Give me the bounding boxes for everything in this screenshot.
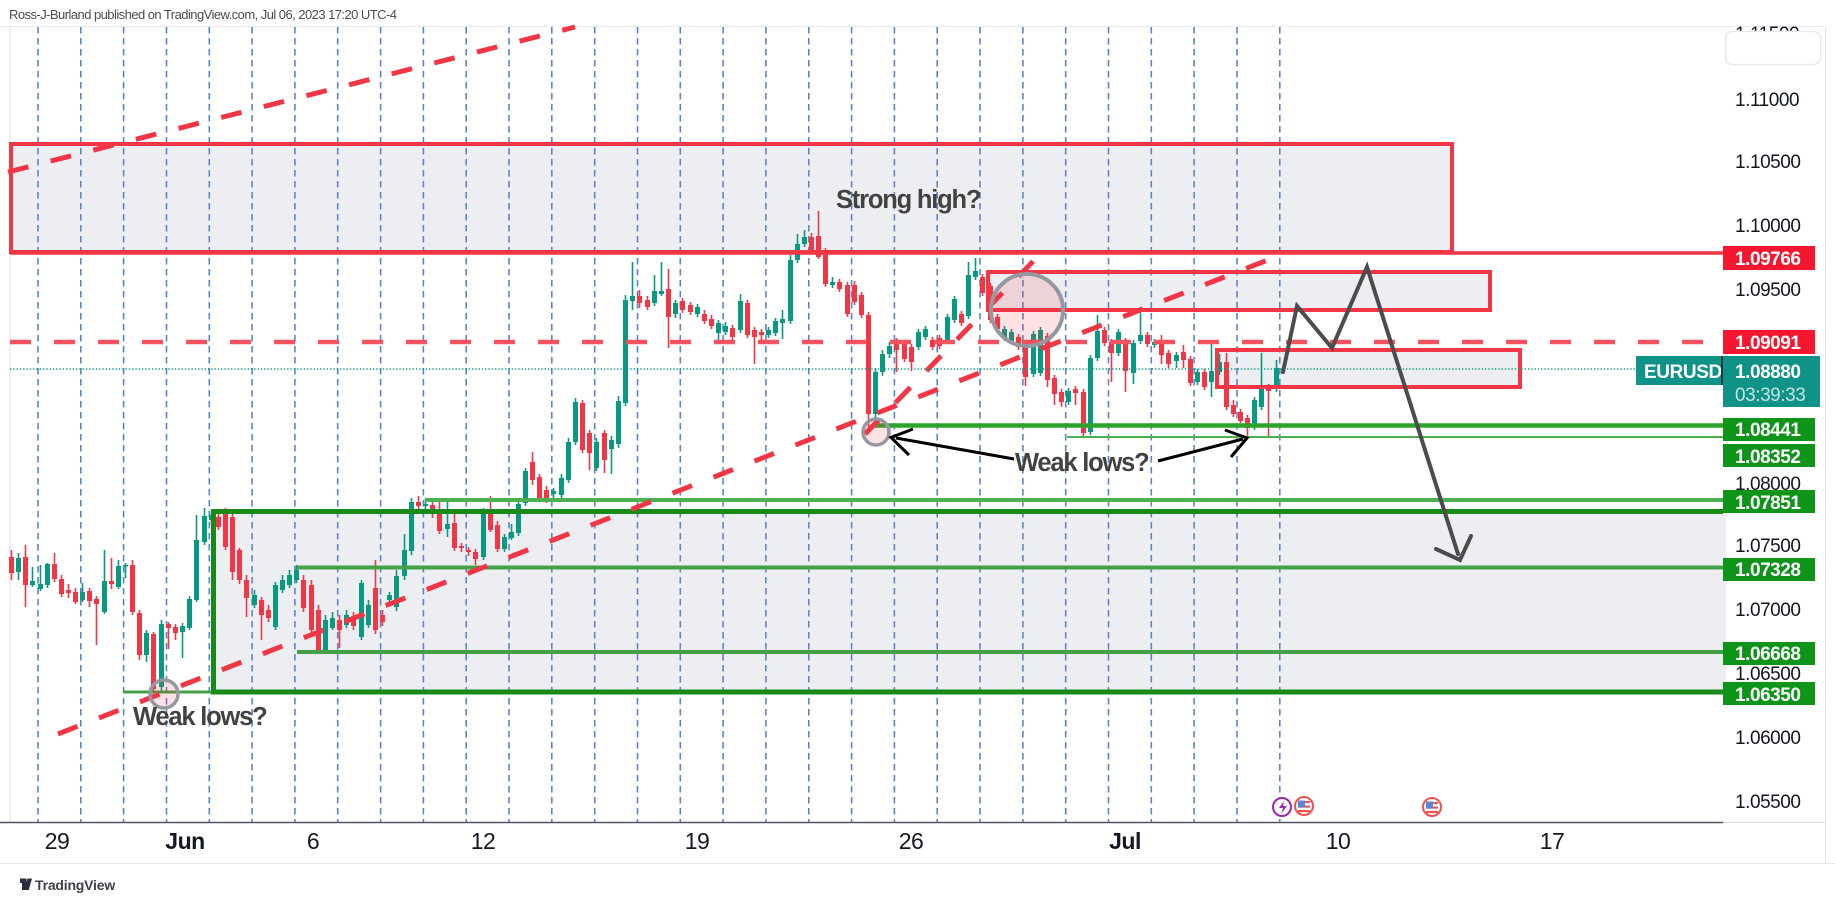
- svg-text:1.11000: 1.11000: [1735, 90, 1799, 111]
- svg-text:1.08352: 1.08352: [1735, 447, 1801, 468]
- svg-text:1.05500: 1.05500: [1735, 792, 1801, 813]
- svg-text:1.10000: 1.10000: [1735, 216, 1801, 237]
- svg-text:1.08000: 1.08000: [1735, 474, 1801, 495]
- svg-text:1.06000: 1.06000: [1735, 728, 1801, 749]
- svg-text:Weak lows?: Weak lows?: [133, 703, 267, 731]
- svg-text:29: 29: [45, 828, 70, 854]
- svg-text:1.10500: 1.10500: [1735, 152, 1801, 173]
- svg-text:1.08441: 1.08441: [1735, 420, 1801, 441]
- svg-text:Jun: Jun: [165, 828, 204, 854]
- svg-text:6: 6: [307, 828, 319, 854]
- svg-text:10: 10: [1326, 828, 1351, 854]
- svg-text:1.08880: 1.08880: [1735, 362, 1801, 383]
- svg-text:1.07851: 1.07851: [1735, 493, 1801, 514]
- svg-text:19: 19: [685, 828, 710, 854]
- svg-text:03:39:33: 03:39:33: [1735, 385, 1805, 406]
- svg-text:1.09091: 1.09091: [1735, 333, 1801, 354]
- svg-text:Ross-J-Burland published on Tr: Ross-J-Burland published on TradingView.…: [9, 7, 397, 22]
- svg-text:26: 26: [899, 828, 924, 854]
- svg-text:1.07500: 1.07500: [1735, 536, 1801, 557]
- svg-text:1.07328: 1.07328: [1735, 560, 1801, 581]
- svg-text:Weak lows?: Weak lows?: [1015, 449, 1149, 477]
- svg-text:1.06500: 1.06500: [1735, 664, 1801, 685]
- svg-text:Jul: Jul: [1109, 828, 1141, 854]
- svg-text:1.09766: 1.09766: [1735, 249, 1801, 270]
- svg-text:1.09500: 1.09500: [1735, 280, 1801, 301]
- svg-text:17: 17: [1540, 828, 1565, 854]
- svg-text:TradingView: TradingView: [35, 877, 115, 893]
- svg-text:EURUSD: EURUSD: [1644, 362, 1722, 383]
- svg-text:1.06668: 1.06668: [1735, 644, 1801, 665]
- svg-text:1.06350: 1.06350: [1735, 685, 1801, 706]
- svg-text:12: 12: [471, 828, 496, 854]
- svg-text:Strong high?: Strong high?: [836, 186, 981, 214]
- svg-text:1.07000: 1.07000: [1735, 600, 1801, 621]
